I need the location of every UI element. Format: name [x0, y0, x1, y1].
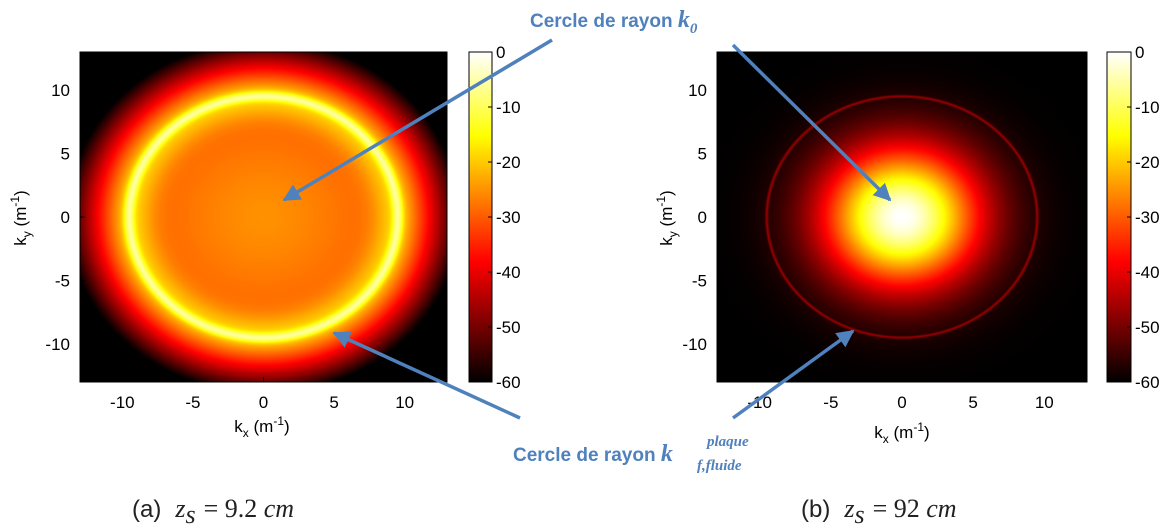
colorbar-tick-label-a-4: -40 — [496, 263, 521, 282]
heatmap-b-canvas — [717, 52, 1087, 382]
colorbar-tick-label-b-3: -30 — [1135, 208, 1160, 227]
colorbar-tick-label-b-2: -20 — [1135, 153, 1160, 172]
colorbar-tick-label-b-6: -60 — [1135, 373, 1160, 392]
y-tick-label-a-3: -5 — [55, 271, 70, 290]
colorbar-tick-label-a-6: -60 — [496, 373, 521, 392]
y-tick-label-a-1: 5 — [61, 145, 70, 164]
y-tick-label-b-4: -10 — [682, 335, 707, 354]
x-tick-label-b-2: 0 — [897, 393, 906, 412]
x-tick-label-b-1: -5 — [823, 393, 838, 412]
colorbar-ticks-b: 0 -10 -20 -30 -40 -50 -60 — [1127, 43, 1160, 392]
xlabel-a: kx (m-1) — [234, 414, 289, 440]
colorbar-tick-label-a-2: -20 — [496, 153, 521, 172]
x-tick-label-b-4: 10 — [1035, 393, 1054, 412]
x-tick-label-b-3: 5 — [968, 393, 977, 412]
x-tick-label-a-1: -5 — [185, 393, 200, 412]
colorbar-tick-label-a-5: -50 — [496, 318, 521, 337]
y-tick-label-b-3: -5 — [692, 271, 707, 290]
y-tick-label-a-4: -10 — [45, 335, 70, 354]
colorbar-ticks-a: 0 -10 -20 -30 -40 -50 -60 — [488, 43, 521, 392]
colorbar-tick-label-a-0: 0 — [496, 43, 505, 62]
x-tick-label-a-2: 0 — [259, 393, 268, 412]
y-tick-label-b-2: 0 — [698, 208, 707, 227]
caption-a: (a) zs = 9.2 cm — [132, 494, 294, 526]
xlabel-b: kx (m-1) — [874, 420, 929, 446]
annotation-bottom-superscript: plaque — [705, 434, 749, 450]
y-tick-label-b-1: 5 — [698, 145, 707, 164]
colorbar-tick-label-b-1: -10 — [1135, 98, 1160, 117]
annotation-top: Cercle de rayon k0 — [530, 7, 698, 37]
ylabel-b: ky (m-1) — [654, 190, 680, 245]
y-tick-label-b-0: 10 — [688, 81, 707, 100]
colorbar-tick-label-a-1: -10 — [496, 98, 521, 117]
colorbar-tick-label-b-4: -40 — [1135, 263, 1160, 282]
heatmap-b-image — [717, 52, 1087, 382]
colorbar-tick-label-a-3: -30 — [496, 208, 521, 227]
ylabel-a: ky (m-1) — [8, 190, 34, 245]
y-tick-label-a-0: 10 — [51, 81, 70, 100]
annotation-bottom: Cercle de rayon k — [513, 441, 673, 467]
annotation-bottom-subscript: f,fluide — [697, 458, 742, 474]
x-tick-label-a-0: -10 — [110, 393, 135, 412]
heatmap-a-canvas — [80, 52, 447, 382]
heatmap-a-image — [80, 52, 447, 382]
y-tick-label-a-2: 0 — [61, 208, 70, 227]
caption-b: (b) zs = 92 cm — [801, 494, 957, 526]
x-tick-label-a-3: 5 — [329, 393, 338, 412]
x-tick-label-b-0: -10 — [747, 393, 772, 412]
colorbar-tick-label-b-5: -50 — [1135, 318, 1160, 337]
x-tick-label-a-4: 10 — [395, 393, 414, 412]
colorbar-tick-label-b-0: 0 — [1135, 43, 1144, 62]
